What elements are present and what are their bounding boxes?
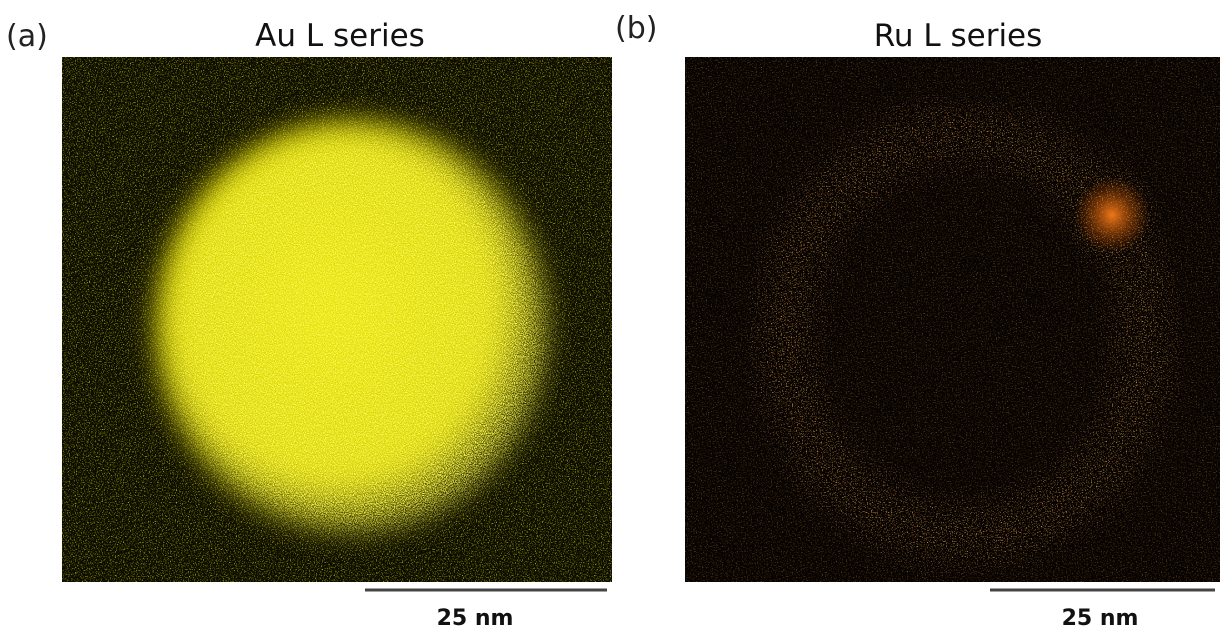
ru-map xyxy=(685,57,1220,582)
au-map xyxy=(62,57,612,582)
scale-bar-label: 25 nm xyxy=(437,606,514,631)
panel-title: Au L series xyxy=(255,18,425,54)
panel-label: (b) xyxy=(615,11,657,46)
panel-label: (a) xyxy=(6,19,48,54)
panel-title: Ru L series xyxy=(874,18,1043,54)
scale-bar-label: 25 nm xyxy=(1062,606,1139,631)
